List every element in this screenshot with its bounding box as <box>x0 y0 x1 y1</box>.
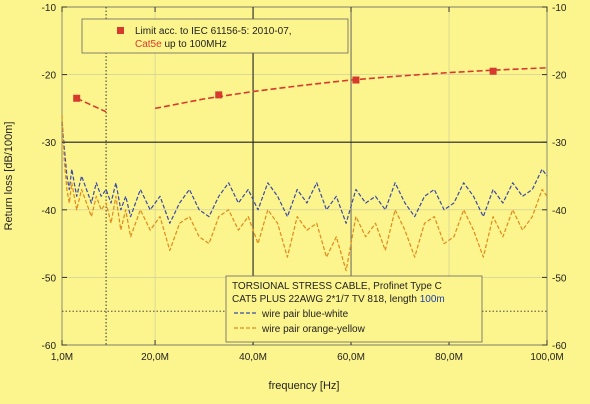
y-tick-label-right-5: -60 <box>552 341 567 352</box>
y-tick-label-left-0: -10 <box>42 3 57 14</box>
y-tick-label-left-4: -50 <box>42 273 57 284</box>
limit-legend-label: Limit acc. to IEC 61156-5: 2010-07, <box>135 26 292 37</box>
limit-marker-3 <box>489 67 497 75</box>
tick-layer: 1,0M 20,0M 40,0M 60,0M 80,0M 100,0M -10 -10 -20 -… <box>42 3 567 363</box>
limit-marker-0 <box>73 94 81 102</box>
x-tick-label-3: 60,0M <box>337 352 365 363</box>
y-tick-label-right-3: -40 <box>552 206 567 217</box>
limit-legend-box <box>81 18 349 54</box>
limit-legend-marker <box>117 27 124 34</box>
y-tick-label-right-0: -10 <box>552 3 567 14</box>
limit-legend-sublabel: Cat5e up to 100MHz <box>135 39 227 50</box>
y-tick-label-left-3: -40 <box>42 206 57 217</box>
x-tick-label-2: 40,0M <box>239 352 267 363</box>
legend-entry-blue: wire pair blue-white <box>261 309 349 320</box>
data-legend-title: TORSIONAL STRESS CABLE, Profinet Type C <box>232 281 442 292</box>
x-axis-label: frequency [Hz] <box>269 380 340 392</box>
y-tick-label-left-1: -20 <box>42 71 57 82</box>
data-legend-subtitle: CAT5 PLUS 22AWG 2*1/7 TV 818, length 100… <box>232 294 445 305</box>
data-legend: TORSIONAL STRESS CABLE, Profinet Type C … <box>225 275 483 343</box>
x-tick-label-5: 100,0M <box>530 352 563 363</box>
limit-legend-cat5e: Cat5e <box>135 39 162 50</box>
series-layer <box>61 115 548 272</box>
y-axis-label: Return loss [dB/100m] <box>3 122 15 231</box>
series-line-1 <box>61 115 548 272</box>
limit-legend: Limit acc. to IEC 61156-5: 2010-07, Cat5… <box>81 18 349 54</box>
limit-line-0 <box>76 97 107 113</box>
data-legend-box <box>225 275 483 343</box>
y-tick-label-right-2: -30 <box>552 138 567 149</box>
y-tick-label-left-5: -60 <box>42 341 57 352</box>
limit-marker-1 <box>215 91 223 99</box>
y-tick-label-right-4: -50 <box>552 273 567 284</box>
x-tick-label-4: 80,0M <box>435 352 463 363</box>
legend-entry-orange: wire pair orange-yellow <box>261 324 366 335</box>
data-legend-length: 100m <box>420 294 445 305</box>
limit-marker-2 <box>352 76 360 84</box>
limit-layer <box>73 67 548 113</box>
x-tick-label-1: 20,0M <box>141 352 169 363</box>
series-line-0 <box>61 121 548 224</box>
y-tick-label-right-1: -20 <box>552 71 567 82</box>
data-legend-subtitle-text: CAT5 PLUS 22AWG 2*1/7 TV 818, length <box>232 294 420 305</box>
y-tick-label-left-2: -30 <box>42 138 57 149</box>
limit-legend-sublabel-rest: up to 100MHz <box>162 39 227 50</box>
x-tick-label-0: 1,0M <box>51 352 73 363</box>
